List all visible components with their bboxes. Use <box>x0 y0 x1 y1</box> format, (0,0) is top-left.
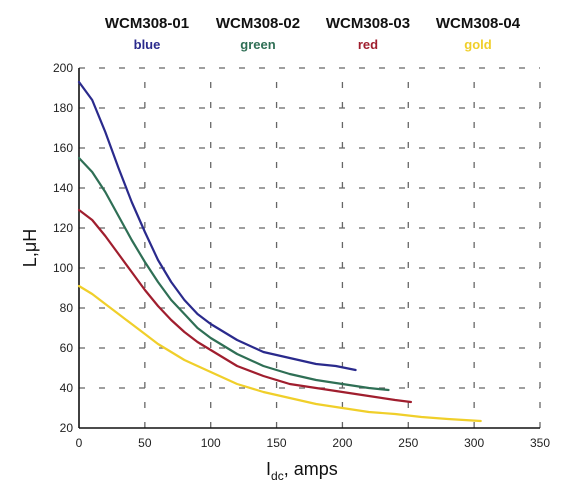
grid <box>79 67 541 428</box>
x-tick-labels: 0 50 100 150 200 250 300 350 <box>76 436 551 450</box>
y-tick-label: 180 <box>53 101 73 115</box>
y-tick-label: 160 <box>53 141 73 155</box>
x-axis-title: Idc, amps <box>266 459 338 483</box>
legend: WCM308-01 blue WCM308-02 green WCM308-03 red W… <box>105 15 521 52</box>
y-tick-label: 120 <box>53 221 73 235</box>
y-tick-label: 100 <box>53 261 73 275</box>
x-tick-label: 250 <box>398 436 418 450</box>
series-line-blue <box>77 80 357 372</box>
y-tick-labels: 20 40 60 80 100 120 140 160 180 200 <box>53 61 73 435</box>
series-lines <box>77 80 482 423</box>
y-tick-label: 60 <box>60 341 74 355</box>
axes <box>78 68 540 429</box>
legend-color-label: green <box>240 37 275 52</box>
y-tick-label: 40 <box>60 381 74 395</box>
x-tick-label: 300 <box>464 436 484 450</box>
legend-series-name: WCM308-04 <box>436 15 521 32</box>
series-line-red <box>77 208 412 404</box>
legend-color-label: red <box>358 37 378 52</box>
legend-color-label: gold <box>464 37 491 52</box>
legend-color-label: blue <box>134 37 161 52</box>
y-tick-label: 20 <box>60 421 74 435</box>
x-tick-label: 0 <box>76 436 83 450</box>
y-axis-title: L,μH <box>20 229 40 267</box>
y-tick-label: 140 <box>53 181 73 195</box>
series-line-green <box>77 156 390 392</box>
series-line-gold <box>77 284 482 423</box>
legend-series-name: WCM308-02 <box>216 15 300 32</box>
x-tick-label: 50 <box>138 436 152 450</box>
x-tick-label: 200 <box>332 436 352 450</box>
legend-series-name: WCM308-01 <box>105 15 189 32</box>
legend-series-name: WCM308-03 <box>326 15 410 32</box>
y-tick-label: 80 <box>60 301 74 315</box>
x-tick-label: 100 <box>201 436 221 450</box>
x-tick-label: 350 <box>530 436 550 450</box>
y-tick-label: 200 <box>53 61 73 75</box>
x-tick-label: 150 <box>267 436 287 450</box>
